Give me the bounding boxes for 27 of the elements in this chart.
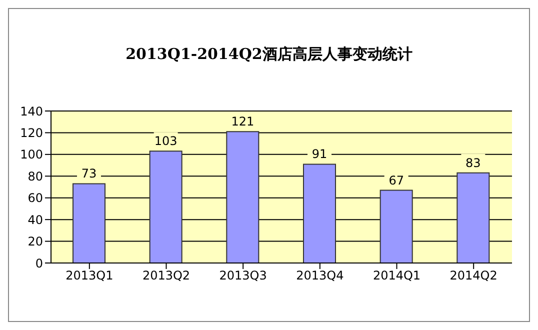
x-tick-label: 2013Q3	[219, 268, 267, 283]
data-label: 67	[388, 173, 404, 188]
bar	[380, 190, 413, 263]
bar	[456, 172, 490, 263]
x-tick-label: 2014Q2	[450, 268, 498, 283]
bar	[149, 150, 182, 263]
y-tick-label: 60	[28, 191, 43, 206]
chart-title: 2013Q1-2014Q2酒店高层人事变动统计	[124, 45, 414, 64]
bar	[303, 164, 336, 263]
x-tick-label: 2013Q1	[66, 268, 114, 283]
x-tick-label: 2013Q2	[142, 268, 190, 283]
y-tick-label: 100	[20, 148, 43, 162]
y-tick-label: 80	[28, 169, 43, 184]
y-tick-label: 0	[35, 256, 43, 270]
data-label: 73	[81, 166, 97, 181]
data-label: 121	[231, 114, 254, 129]
y-tick-label: 120	[20, 126, 43, 140]
data-label: 103	[154, 134, 178, 148]
y-tick-label: 20	[28, 234, 43, 249]
x-tick-label: 2014Q1	[372, 268, 421, 283]
data-label: 83	[466, 156, 481, 170]
x-tick-label: 2013Q4	[296, 268, 344, 283]
y-tick-label: 140	[20, 104, 43, 118]
bar	[72, 183, 106, 263]
y-tick-label: 40	[28, 212, 43, 227]
data-label: 91	[312, 147, 328, 162]
bar	[226, 131, 260, 263]
